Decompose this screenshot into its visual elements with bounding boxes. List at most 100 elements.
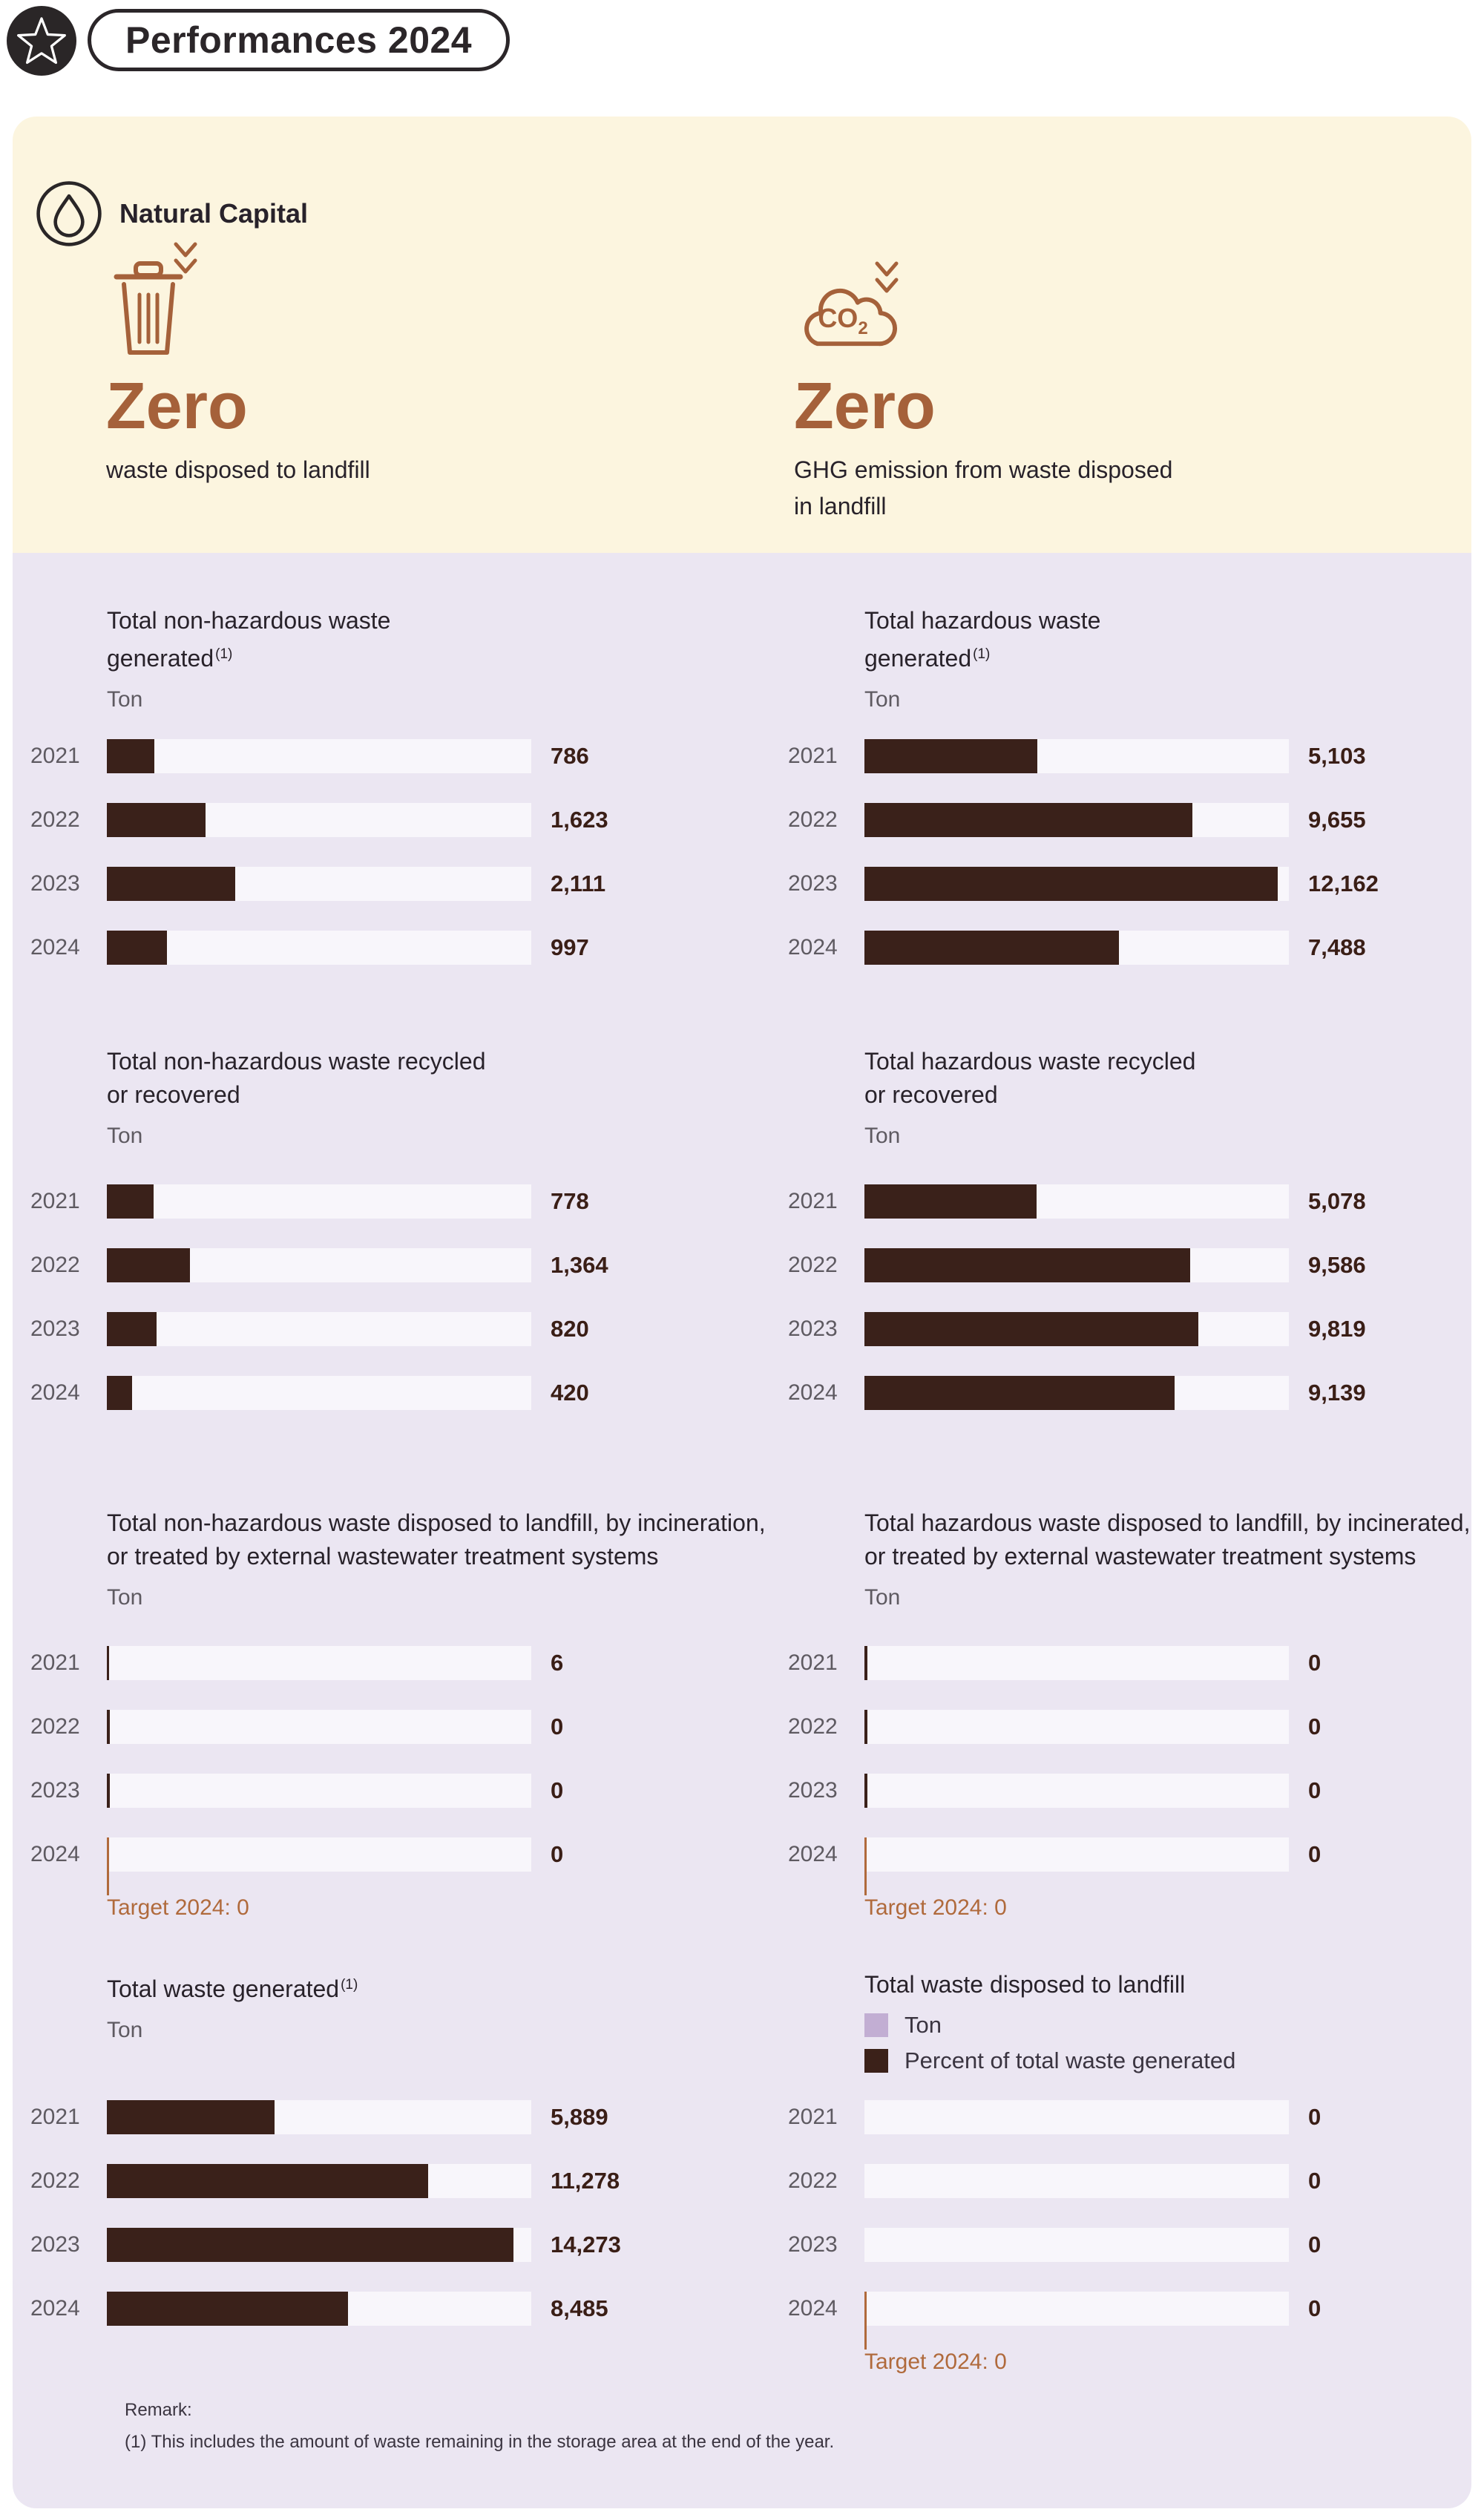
bar-row: 2022 11,278 [30, 2164, 669, 2198]
year-label: 2024 [30, 1842, 80, 1866]
year-label: 2021 [30, 744, 80, 768]
bar-row: 2021 786 [30, 739, 669, 773]
year-label: 2024 [30, 935, 80, 960]
chart-pair-generated: Total non-hazardous waste generated (1) T… [30, 600, 1471, 965]
bar-track [107, 2100, 531, 2134]
bar-fill [107, 1312, 157, 1346]
year-label: 2024 [788, 2296, 838, 2321]
value-label: 420 [551, 1380, 589, 1406]
bar-row: 2023 12,162 [788, 867, 1427, 901]
remark: Remark: (1) This includes the amount of … [125, 2394, 1471, 2458]
bars: 2021 5,889 2022 11,278 2023 14,273 [30, 2100, 669, 2326]
year-label: 2022 [30, 2168, 80, 2193]
legend-label: Ton [904, 2012, 942, 2038]
zero-caption: GHG emission from waste disposed in land… [794, 456, 1173, 519]
chart-unit: Ton [864, 1124, 901, 1148]
trash-bin-icon [114, 242, 197, 355]
bar-row: 2024 0 [30, 1837, 669, 1895]
chart-title: Total non-hazardous waste recycled or re… [107, 1048, 486, 1108]
value-label: 2,111 [551, 870, 606, 896]
chart-legend: Ton Percent of total waste generated [864, 2012, 1427, 2074]
bar-fill [864, 739, 1038, 773]
bar-track [107, 1646, 531, 1680]
value-label: 0 [1308, 2104, 1322, 2130]
bar-track [864, 2100, 1289, 2134]
page-title-badge: Performances 2024 [88, 9, 510, 71]
value-label: 6 [551, 1650, 564, 1676]
bar-row: 2021 5,889 [30, 2100, 669, 2134]
target-marker-line [864, 1837, 867, 1895]
year-label: 2022 [788, 1253, 838, 1277]
bar-track [864, 1837, 1289, 1895]
value-label: 5,078 [1308, 1188, 1366, 1214]
bar-row: 2021 0 [788, 1646, 1427, 1680]
zero-headline: Zero [794, 369, 936, 442]
year-label: 2024 [788, 1380, 838, 1405]
bar-track [864, 2228, 1289, 2262]
chart-unit: Ton [107, 687, 143, 712]
target-label: Target 2024: 0 [107, 1895, 249, 1920]
legend-label: Percent of total waste generated [904, 2047, 1236, 2073]
bar-row: 2023 820 [30, 1312, 669, 1346]
chart-pair-disposed: Total non-hazardous waste disposed to la… [30, 1506, 1471, 1921]
year-label: 2023 [30, 1778, 80, 1803]
value-label: 5,103 [1308, 743, 1366, 769]
year-label: 2023 [30, 871, 80, 896]
chart-title: Total hazardous waste recycled or recove… [864, 1048, 1196, 1108]
star-logo-icon [7, 6, 76, 79]
bar-track [107, 1312, 531, 1346]
bar-track [107, 1376, 531, 1410]
star-logo-icon [7, 6, 76, 76]
chart-pair-recycled: Total non-hazardous waste recycled or re… [30, 1045, 1471, 1410]
bar-track [864, 1248, 1289, 1282]
year-label: 2023 [30, 2232, 80, 2257]
target-label: Target 2024: 0 [864, 2350, 1007, 2374]
bar-track [864, 2164, 1289, 2198]
bars: 2021 6 2022 0 2023 0 20 [30, 1646, 669, 1895]
bar-track [864, 931, 1289, 965]
bar-track [107, 739, 531, 773]
bar-track [864, 2292, 1289, 2350]
bar-fill [864, 1248, 1190, 1282]
legend-swatch-ton [864, 2013, 888, 2037]
bar-row: 2021 0 [788, 2100, 1427, 2134]
chart-title: Total non-hazardous waste disposed to la… [107, 1509, 766, 1570]
page-title: Performances 2024 [125, 19, 473, 61]
bar-fill [864, 1376, 1175, 1410]
bar-fill [107, 1184, 154, 1219]
value-label: 0 [1308, 2168, 1322, 2194]
bar-track [107, 1837, 531, 1895]
bar-row: 2024 8,485 [30, 2292, 669, 2326]
zero-headline: Zero [106, 369, 248, 442]
bar-fill [107, 1376, 133, 1410]
bar-row: 2023 0 [788, 2228, 1427, 2262]
bar-row: 2021 5,078 [788, 1184, 1427, 1219]
bar-track [864, 1184, 1289, 1219]
chart-unit: Ton [107, 1124, 143, 1148]
bar-fill [107, 2100, 275, 2134]
chart-nonhazardous-disposed: Total non-hazardous waste disposed to la… [30, 1506, 766, 1921]
value-label: 0 [1308, 1777, 1322, 1803]
bar-fill [107, 739, 155, 773]
bar-track [864, 1774, 1289, 1808]
bar-row: 2022 0 [788, 1710, 1427, 1744]
bar-track [864, 1376, 1289, 1410]
value-label: 997 [551, 934, 589, 960]
bar-fill [107, 1248, 190, 1282]
bar-track [107, 1248, 531, 1282]
co2-cloud-icon: CO2 [804, 261, 899, 347]
bar-fill [864, 931, 1119, 965]
year-label: 2022 [30, 807, 80, 832]
bar-row: 2022 9,655 [788, 803, 1427, 837]
year-label: 2023 [788, 1316, 838, 1341]
bars: 2021 5,078 2022 9,586 2023 9,819 [788, 1184, 1427, 1410]
value-label: 0 [1308, 1841, 1322, 1867]
year-label: 2023 [788, 1778, 838, 1803]
chart-pair-total: Total waste generated (1) Ton 2021 5,889 … [30, 1968, 1471, 2375]
bar-row: 2022 0 [788, 2164, 1427, 2198]
bar-track [107, 803, 531, 837]
chart-title: Total waste disposed to landfill [864, 1971, 1186, 1998]
bar-track [107, 2292, 531, 2326]
zero-tick [864, 1774, 867, 1808]
